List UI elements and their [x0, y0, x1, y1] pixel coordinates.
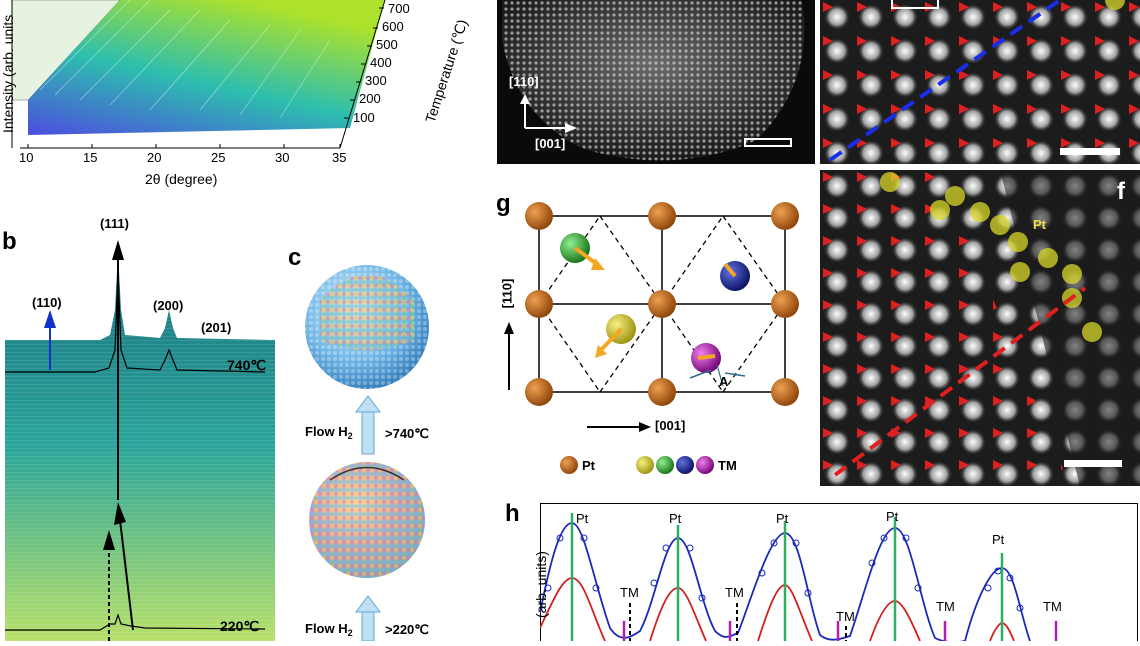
label-a: A — [719, 374, 729, 389]
dir-110: [110] — [509, 74, 539, 89]
panel-e-image — [820, 0, 1140, 164]
panel-a-ylabel: Intensity (arb. units — [0, 14, 16, 133]
panel-g-lattice — [504, 202, 799, 474]
dir-001: [001] — [535, 136, 566, 151]
temp-tick-500: 500 — [376, 37, 398, 52]
panel-b-plot — [5, 240, 275, 641]
x-tick-20: 20 — [147, 150, 162, 165]
pt-label-3: Pt — [776, 511, 789, 526]
pt-atoms — [525, 202, 799, 406]
panel-f-pt-label: Pt — [1033, 217, 1046, 232]
axis-001: [001] — [655, 418, 686, 433]
peak-110: (110) — [32, 295, 62, 310]
panel-c-letter: c — [288, 244, 302, 271]
temp-220: 220℃ — [220, 618, 260, 634]
panel-f-image — [820, 170, 1140, 486]
flow-top-label: Flow H2 — [305, 424, 353, 441]
panel-b-letter: b — [2, 228, 17, 255]
panel-g: [110] [001] A Pt TM — [495, 190, 815, 480]
pt-label-4: Pt — [886, 509, 899, 524]
tm-label-4: TM — [936, 599, 955, 614]
flow-bottom-label: Flow H2 — [305, 621, 353, 638]
tm-label-2: TM — [725, 585, 744, 600]
panel-g-letter: g — [496, 190, 511, 217]
pt-label-1: Pt — [576, 511, 589, 526]
temp-tick-600: 600 — [382, 19, 404, 34]
panel-d-image — [502, 0, 805, 161]
pt-label-2: Pt — [669, 511, 682, 526]
flow-bottom-cond: >220℃ — [385, 622, 429, 637]
tm-label-3: TM — [836, 609, 855, 624]
panel-e — [820, 0, 1140, 164]
peak-200: (200) — [153, 298, 184, 313]
x-tick-15: 15 — [83, 150, 98, 165]
peak-111: (111) — [100, 216, 129, 231]
x-tick-25: 25 — [211, 150, 226, 165]
temp-tick-400: 400 — [370, 55, 392, 70]
temp-tick-100: 100 — [353, 110, 375, 125]
axis-110: [110] — [499, 278, 515, 309]
legend-pt: Pt — [582, 458, 595, 473]
x-tick-30: 30 — [275, 150, 290, 165]
panel-f: f Pt — [820, 170, 1140, 486]
panel-b: (111) (110) (200) (201) 740℃ 220℃ — [5, 200, 275, 641]
temp-tick-300: 300 — [365, 73, 387, 88]
tm-label-5: TM — [1043, 599, 1062, 614]
panel-d: [110] [001] — [497, 0, 815, 164]
panel-h-letter: h — [505, 500, 520, 527]
temp-tick-700: 700 — [388, 1, 410, 16]
panel-a-xlabel: 2θ (degree) — [145, 171, 218, 187]
temp-740: 740℃ — [227, 357, 267, 373]
panel-a-plot — [11, 0, 386, 149]
panel-h-plot — [539, 503, 1138, 644]
panel-h: Pt Pt Pt Pt Pt TM TM TM TM TM — [539, 503, 1138, 644]
flow-top-cond: >740℃ — [385, 426, 429, 441]
peak-201: (201) — [201, 320, 232, 335]
panel-f-letter: f — [1117, 178, 1125, 205]
panel-c-spheres — [305, 265, 429, 642]
panel-a: 10 15 20 25 30 35 2θ (degree) Intensity … — [0, 0, 470, 200]
panel-c: Flow H2 >740℃ Flow H2 >220℃ — [290, 260, 460, 642]
x-tick-10: 10 — [19, 150, 34, 165]
temp-tick-200: 200 — [359, 91, 381, 106]
tm-label-1: TM — [620, 585, 639, 600]
panel-h-ylabel: (arb. units) — [533, 551, 549, 618]
x-tick-35: 35 — [332, 150, 347, 165]
pt-label-5: Pt — [992, 532, 1005, 547]
legend-tm: TM — [718, 458, 737, 473]
